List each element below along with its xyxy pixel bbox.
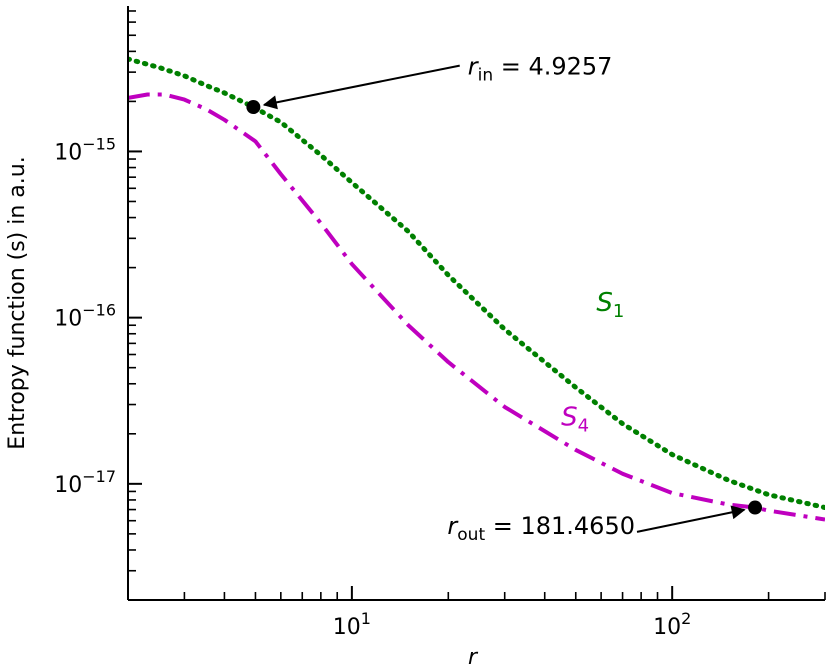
y-tick-label: 10−15 xyxy=(54,134,116,165)
annotation-point-out xyxy=(748,500,763,515)
series-line-s1 xyxy=(128,56,825,511)
series-layer xyxy=(128,56,825,522)
annotation-arrow-out xyxy=(636,505,746,533)
annotation-point-in xyxy=(246,100,261,115)
annotation-layer: rin = 4.9257 rout = 181.4650 xyxy=(447,53,635,545)
annotation-arrow-in xyxy=(262,64,460,110)
tick-label-layer: 101 102 10−15 10−16 10−17 xyxy=(54,134,691,640)
plot-area xyxy=(128,56,825,533)
ticks-layer xyxy=(127,10,826,601)
x-tick-label: 102 xyxy=(653,609,691,640)
series-line-s4 xyxy=(128,92,825,522)
x-tick-label: 101 xyxy=(333,609,371,640)
arrow-layer xyxy=(262,64,746,533)
series-label-s1: S1 xyxy=(596,288,624,322)
axes-layer xyxy=(127,6,825,601)
series-label-layer: S1 S4 xyxy=(561,288,624,437)
annotation-label-in: rin = 4.9257 xyxy=(468,53,613,86)
x-axis-label: r xyxy=(468,645,479,670)
y-tick-label: 10−17 xyxy=(54,467,116,498)
y-axis-label: Entropy function (s) in a.u. xyxy=(5,156,30,449)
annotation-label-out: rout = 181.4650 xyxy=(447,512,635,545)
y-tick-label: 10−16 xyxy=(54,301,116,332)
marker-layer xyxy=(246,100,763,515)
series-label-s4: S4 xyxy=(561,402,589,436)
